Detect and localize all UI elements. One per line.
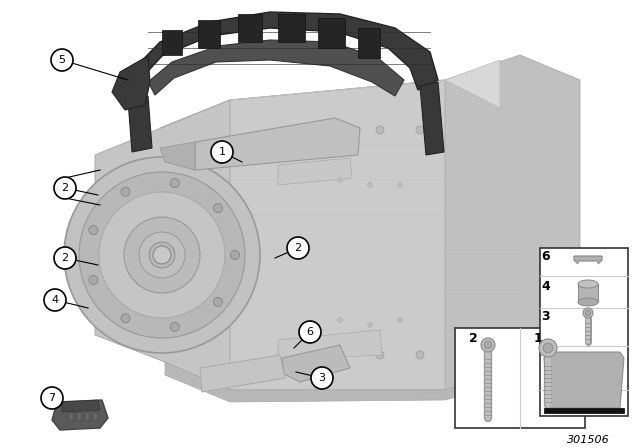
- Polygon shape: [84, 412, 89, 420]
- Polygon shape: [574, 256, 602, 264]
- Circle shape: [149, 242, 175, 268]
- Circle shape: [139, 232, 185, 278]
- Polygon shape: [278, 14, 305, 42]
- Circle shape: [543, 343, 553, 353]
- Text: 2: 2: [61, 253, 68, 263]
- Text: 4: 4: [51, 295, 59, 305]
- Circle shape: [89, 276, 98, 284]
- Circle shape: [79, 172, 245, 338]
- Circle shape: [89, 225, 98, 235]
- Polygon shape: [278, 158, 352, 185]
- Polygon shape: [160, 80, 520, 390]
- Circle shape: [54, 247, 76, 269]
- Circle shape: [170, 323, 179, 332]
- Bar: [544, 408, 624, 413]
- Circle shape: [170, 179, 179, 188]
- Polygon shape: [318, 18, 345, 48]
- Text: 2: 2: [294, 243, 301, 253]
- Bar: [455, 328, 585, 428]
- Circle shape: [583, 308, 593, 318]
- Circle shape: [99, 192, 225, 318]
- Circle shape: [121, 314, 130, 323]
- Circle shape: [484, 341, 492, 349]
- Circle shape: [287, 237, 309, 259]
- Polygon shape: [128, 12, 438, 90]
- Bar: [578, 284, 598, 302]
- Circle shape: [311, 367, 333, 389]
- Circle shape: [367, 182, 372, 188]
- Polygon shape: [278, 330, 382, 360]
- Polygon shape: [198, 20, 220, 48]
- Circle shape: [124, 217, 200, 293]
- Circle shape: [64, 157, 260, 353]
- Text: 301506: 301506: [566, 435, 609, 445]
- Ellipse shape: [578, 280, 598, 288]
- Circle shape: [51, 49, 73, 71]
- Circle shape: [585, 310, 591, 316]
- Polygon shape: [230, 60, 500, 108]
- Circle shape: [336, 351, 344, 359]
- Polygon shape: [160, 142, 195, 170]
- Polygon shape: [112, 56, 150, 110]
- Polygon shape: [162, 30, 182, 55]
- Circle shape: [230, 250, 239, 259]
- Circle shape: [299, 321, 321, 343]
- Polygon shape: [420, 82, 444, 155]
- Polygon shape: [62, 400, 100, 412]
- Text: 1: 1: [218, 147, 225, 157]
- Text: 5: 5: [58, 55, 65, 65]
- Text: 1: 1: [534, 332, 542, 345]
- Polygon shape: [200, 355, 285, 392]
- Polygon shape: [52, 400, 108, 430]
- Circle shape: [416, 126, 424, 134]
- Polygon shape: [544, 352, 624, 408]
- Text: 4: 4: [541, 280, 550, 293]
- Circle shape: [376, 351, 384, 359]
- Text: 3: 3: [319, 373, 326, 383]
- Circle shape: [211, 141, 233, 163]
- Text: 6: 6: [307, 327, 314, 337]
- Circle shape: [337, 177, 342, 182]
- Text: 7: 7: [49, 393, 56, 403]
- Polygon shape: [68, 412, 73, 420]
- Polygon shape: [358, 28, 380, 58]
- Circle shape: [376, 126, 384, 134]
- Circle shape: [416, 351, 424, 359]
- Circle shape: [539, 339, 557, 357]
- Circle shape: [397, 182, 403, 188]
- Polygon shape: [282, 345, 350, 382]
- Text: 3: 3: [541, 310, 550, 323]
- Polygon shape: [238, 14, 262, 42]
- Circle shape: [367, 323, 372, 327]
- Circle shape: [121, 187, 130, 196]
- Text: 2: 2: [468, 332, 477, 345]
- Circle shape: [481, 338, 495, 352]
- Circle shape: [54, 177, 76, 199]
- Ellipse shape: [578, 298, 598, 306]
- Polygon shape: [148, 40, 404, 96]
- Polygon shape: [165, 362, 520, 402]
- Polygon shape: [195, 118, 360, 170]
- Circle shape: [44, 289, 66, 311]
- Text: 6: 6: [541, 250, 550, 263]
- Polygon shape: [95, 100, 230, 390]
- Circle shape: [213, 297, 223, 306]
- Circle shape: [41, 387, 63, 409]
- Circle shape: [213, 203, 223, 213]
- Circle shape: [153, 246, 171, 264]
- Polygon shape: [445, 55, 580, 390]
- Circle shape: [397, 318, 403, 323]
- Circle shape: [336, 126, 344, 134]
- Bar: [540, 248, 628, 416]
- Text: 2: 2: [61, 183, 68, 193]
- Polygon shape: [128, 96, 152, 152]
- Polygon shape: [92, 412, 97, 420]
- Polygon shape: [76, 412, 81, 420]
- Circle shape: [337, 318, 342, 323]
